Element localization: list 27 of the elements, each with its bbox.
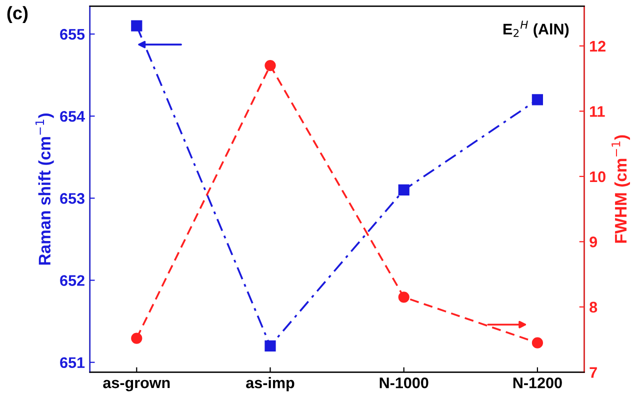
y-tick-label: 653	[60, 193, 84, 204]
y-axis-title: Raman shift (cm$^{−1}$)	[35, 114, 54, 265]
x-tick-label: N-1000	[380, 377, 428, 388]
point	[131, 20, 142, 32]
y2-tick-label: 7	[590, 367, 597, 378]
y2-tick-label: 12	[590, 40, 606, 52]
annotation: E$_{2}$$^{H}$ (AlN)	[503, 20, 569, 38]
point	[264, 60, 276, 72]
y-tick-label: 655	[60, 28, 85, 40]
x-tick-label: as-imp	[246, 377, 294, 392]
y2-tick-label: 10	[590, 171, 606, 182]
text: (c)	[7, 6, 28, 23]
y-tick-label: 654	[60, 110, 85, 122]
point	[398, 184, 410, 196]
point	[532, 94, 544, 106]
y2-axis-title: FWHM (cm$^{−1}$)	[612, 135, 630, 243]
y2-tick-label: 8	[590, 302, 598, 313]
point	[131, 332, 142, 344]
y2-tick-label: 9	[590, 236, 598, 248]
x-tick-label: N-1200	[513, 377, 562, 388]
point	[264, 340, 276, 352]
point	[532, 337, 544, 348]
point	[398, 292, 410, 303]
x-tick-label: as-grown	[103, 380, 170, 392]
y2-tick-label: 11	[590, 106, 605, 117]
y-tick-label: 652	[60, 275, 84, 286]
y-tick-label: 651	[60, 357, 85, 368]
